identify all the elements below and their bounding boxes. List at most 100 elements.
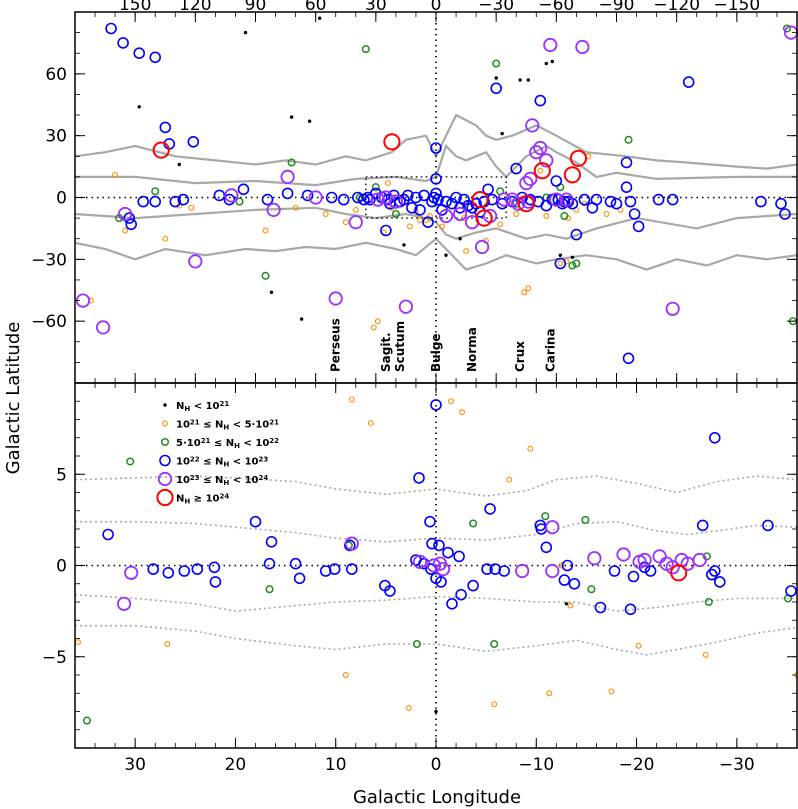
data-point [587,551,602,566]
data-point [325,191,338,204]
data-point [755,195,767,208]
data-point [704,597,713,607]
data-point [367,420,374,427]
data-point [342,672,349,678]
region-label: Scutum [393,321,407,372]
data-point [430,142,442,154]
legend-text-part: 24 [220,492,230,500]
series-class-1 [137,16,575,321]
data-point [432,193,444,206]
data-point [543,213,550,219]
y-tick-label: −60 [31,312,67,332]
x-tick-label: 60 [305,0,327,15]
x-tick-label: −10 [518,755,554,775]
data-point [434,709,438,714]
top-reference-lines [75,12,797,383]
data-point [624,195,637,208]
data-point [208,561,221,574]
data-point [371,183,380,192]
data-point [490,639,499,649]
data-point [82,716,92,725]
legend-text-part: 23 [259,455,269,463]
top-panel-sky-map: Perseus Sagit. Scutum Bulge Norma Crux Carina … [31,0,798,384]
data-point [575,39,590,55]
data-point [384,585,396,597]
data-point [590,193,603,206]
data-point [620,181,633,193]
data-point [413,472,425,484]
data-point [627,570,640,583]
data-point [513,211,520,217]
legend-text-part: H [184,497,190,505]
data-point [224,188,239,203]
data-point [345,563,358,575]
data-point [151,187,160,196]
data-point [188,254,203,269]
x-tick-label: 10 [325,755,347,775]
data-point [550,59,554,64]
data-point [541,512,550,521]
x-tick-label: 30 [365,0,387,15]
legend-text-part: ≤ N [210,438,234,449]
data-point [666,193,679,206]
data-point [545,563,560,579]
data-point [652,549,667,564]
data-point [539,153,554,168]
legend-label: 5·1021 ≤ NH < 1022 [176,437,279,450]
data-point [518,78,522,82]
data-point [670,564,688,582]
data-point [380,224,392,237]
data-point [164,641,171,647]
data-point [133,47,145,60]
series-class-1 [434,602,569,714]
data-point [263,557,276,570]
data-point [537,167,544,174]
data-point [438,208,454,224]
legend-text-part: < 5·10 [229,420,269,431]
bottom-scatter-layer [75,396,798,725]
y-tick-label: −5 [42,648,67,668]
data-point [440,195,452,208]
contour-line [74,593,797,612]
data-point [775,197,787,210]
data-point [459,409,466,416]
bottom-reference-lines [75,383,797,748]
data-point [261,193,274,206]
legend-text-part: 22 [269,437,279,445]
data-point [405,704,412,711]
data-point [292,204,299,211]
legend-text-part: ≤ N [200,475,224,486]
data-point [564,602,569,606]
data-point [444,253,448,257]
legend-text-part: 22 [190,455,200,463]
data-point [608,565,621,577]
legend-text-part: N [176,494,184,505]
data-point [383,133,401,151]
top-scatter-layer [75,16,798,365]
data-point [692,552,707,568]
data-point [266,202,281,217]
data-point [594,601,607,614]
series-class-5 [75,25,798,335]
x-tick-label: 90 [245,0,267,15]
data-point [391,209,400,219]
data-point [261,271,270,280]
data-point [450,191,462,204]
data-point [705,568,718,581]
legend-text-part: H [223,460,229,468]
data-point [534,94,547,107]
series-class-4 [102,399,797,616]
data-point [426,558,442,573]
data-point [526,78,530,82]
region-label-layer: Perseus Sagit. Scutum Bulge Norma Crux Carina [329,318,558,372]
x-tick-label: −150 [713,0,760,15]
data-point [533,140,548,156]
legend-marker [157,471,173,487]
data-point [280,169,295,184]
contour-line [74,475,798,497]
legend-text-part: < 10 [229,457,258,468]
data-point [546,690,553,697]
legend-text-part: 10 [176,475,190,486]
data-point [342,219,349,226]
